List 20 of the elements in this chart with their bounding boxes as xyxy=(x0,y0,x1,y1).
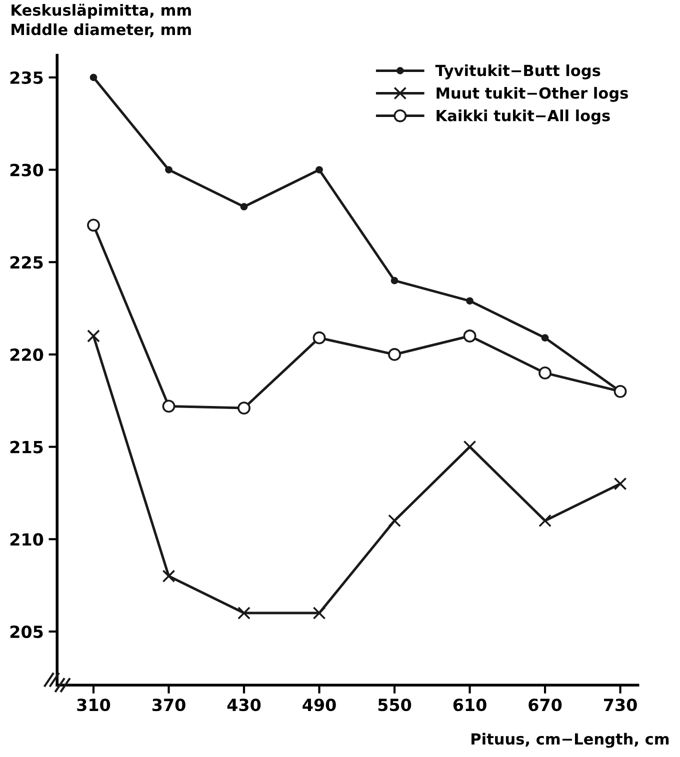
y-tick-label: 220 xyxy=(10,348,44,362)
x-tick-label: 670 xyxy=(528,698,562,712)
y-tick-label: 205 xyxy=(10,625,43,638)
x-tick-label: 490 xyxy=(302,698,336,712)
y-tick-label: 230 xyxy=(10,164,44,176)
x-tick-label: 430 xyxy=(227,698,261,712)
x-tick-label: 730 xyxy=(604,698,637,712)
y-axis-title: Keskusläpimitta, mm Middle diameter, mm xyxy=(12,4,191,38)
y-tick-label: 235 xyxy=(10,71,43,84)
x-tick-label: 310 xyxy=(77,698,110,712)
x-tick-label: 370 xyxy=(152,698,186,712)
y-tick-label: 215 xyxy=(10,440,43,454)
x-axis-title: Pituus, cm−Length, cm xyxy=(472,732,669,748)
y-tick-label: 210 xyxy=(10,533,44,546)
x-tick-label: 610 xyxy=(453,698,486,712)
legend-label: Tyvitukit−Butt logs xyxy=(435,64,600,80)
y-tick-label: 225 xyxy=(10,256,43,269)
legend-label: Kaikki tukit−All logs xyxy=(436,110,610,124)
x-tick-label: 550 xyxy=(378,698,412,712)
legend-label: Muut tukit−Other logs xyxy=(436,86,628,102)
